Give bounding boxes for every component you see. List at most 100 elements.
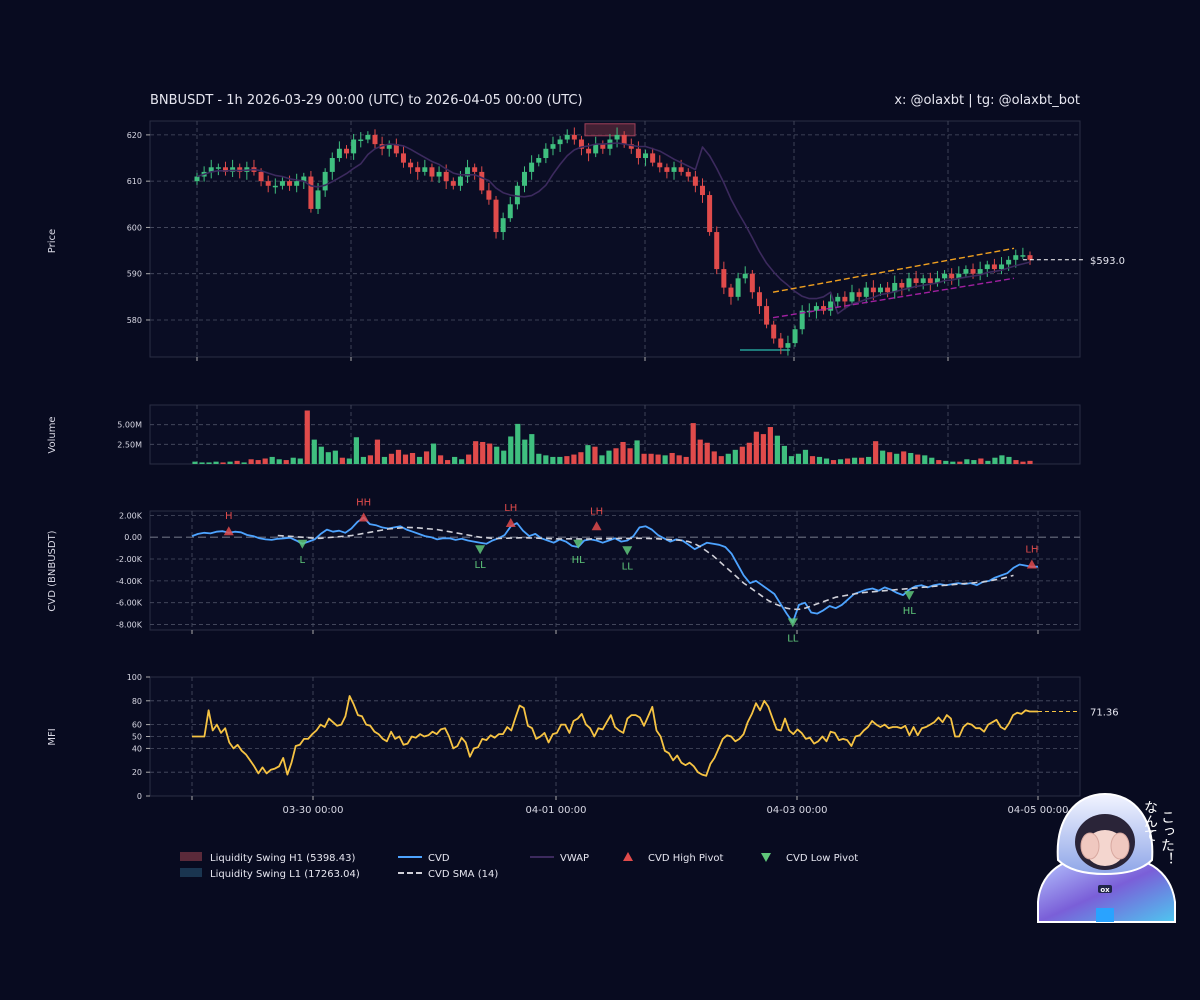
cvd-pivot-label: LL — [475, 560, 487, 571]
cvd-pivot-label: LH — [504, 503, 517, 514]
price-candle — [685, 171, 691, 177]
volume-bar — [922, 455, 928, 464]
cvd-sma-line — [277, 526, 1014, 611]
price-candle — [920, 278, 926, 283]
price-candle — [422, 167, 428, 172]
price-candle — [237, 167, 243, 172]
volume-bar — [978, 458, 984, 464]
price-candle — [643, 153, 649, 159]
price-candle — [778, 338, 784, 348]
volume-bar — [739, 446, 745, 464]
volume-bar — [985, 460, 991, 464]
volume-tick-label: 5.00M — [117, 421, 142, 430]
mfi-tick-label: 100 — [127, 673, 142, 682]
mfi-tick-label: 50 — [132, 733, 142, 742]
price-candle — [927, 278, 933, 283]
last-price-label: $593.0 — [1090, 256, 1125, 267]
volume-bar — [627, 448, 633, 464]
volume-tick-label: 2.50M — [117, 440, 142, 449]
mfi-last-value: 71.36 — [1090, 708, 1119, 719]
volume-bar — [830, 460, 837, 464]
volume-bar — [809, 456, 816, 464]
volume-bar — [711, 451, 717, 464]
price-candle — [408, 162, 414, 168]
mfi-axis-label: MFI — [47, 728, 58, 745]
price-candle — [707, 195, 713, 233]
legend-label: Liquidity Swing L1 (17263.04) — [210, 869, 360, 880]
volume-bar — [241, 462, 247, 464]
volume-bar — [536, 453, 542, 464]
volume-bar — [206, 462, 212, 464]
price-candle — [429, 167, 435, 177]
price-candle — [614, 134, 620, 140]
price-candle — [785, 343, 791, 348]
volume-bar — [599, 455, 605, 464]
price-candle — [742, 273, 748, 279]
price-candle — [699, 185, 705, 196]
price-candle — [215, 167, 221, 169]
price-candle — [657, 162, 663, 168]
volume-bar — [950, 461, 956, 464]
price-candle — [813, 306, 819, 311]
cvd-low-pivot-marker — [475, 545, 486, 555]
price-panel-frame — [149, 120, 1081, 358]
price-candle — [714, 232, 720, 270]
volume-bar — [269, 456, 275, 464]
price-candle — [358, 139, 364, 142]
volume-bar — [381, 456, 388, 464]
price-candle — [692, 176, 698, 186]
volume-bar — [851, 457, 858, 464]
volume-bar — [844, 458, 851, 464]
volume-bar — [494, 446, 500, 464]
volume-bar — [1006, 456, 1012, 464]
cvd-pivot-label: LL — [787, 633, 799, 644]
price-candle — [436, 171, 442, 177]
credit-text: x: @olaxbt | tg: @olaxbt_bot — [894, 93, 1080, 108]
price-candle — [856, 292, 862, 297]
volume-bar — [508, 436, 514, 464]
volume-bar — [634, 440, 640, 464]
price-candle — [493, 199, 499, 233]
mascot-sticker: ox — [1030, 790, 1180, 925]
price-candle — [799, 310, 805, 330]
volume-bar — [318, 446, 324, 464]
price-tick-label: 620 — [127, 131, 142, 140]
price-candle — [230, 167, 236, 172]
price-candle — [956, 273, 962, 279]
volume-bar — [332, 450, 338, 464]
price-candle — [628, 144, 634, 149]
volume-bar — [487, 443, 493, 464]
volume-bar — [255, 460, 261, 464]
cvd-pivot-label: LL — [622, 561, 634, 572]
mfi-line — [192, 695, 1038, 777]
cvd-low-pivot-marker — [904, 591, 915, 601]
cvd-high-pivot-marker — [223, 526, 234, 536]
price-candle — [749, 273, 755, 293]
volume-bar — [353, 437, 359, 464]
price-candle — [557, 139, 563, 145]
volume-bar — [402, 454, 409, 464]
volume-bar — [367, 455, 374, 464]
price-candle — [564, 134, 570, 140]
price-candle — [593, 144, 599, 154]
price-candle — [650, 153, 656, 163]
volume-bar — [662, 455, 668, 464]
volume-bar — [753, 431, 759, 464]
volume-bar — [718, 456, 724, 464]
cvd-pivot-label: LH — [590, 506, 603, 517]
price-candle — [842, 296, 848, 302]
price-candle — [479, 171, 485, 191]
price-candle — [771, 324, 777, 339]
volume-bar — [480, 441, 486, 464]
price-candle — [365, 134, 371, 140]
volume-bar — [262, 458, 268, 464]
price-candle — [1027, 255, 1033, 260]
volume-bar — [452, 456, 458, 464]
cvd-pivot-label: HH — [356, 498, 371, 509]
volume-bar — [802, 449, 809, 464]
trendline-upper — [772, 247, 1015, 293]
price-tick-label: 610 — [127, 177, 142, 186]
volume-bar — [746, 442, 752, 464]
price-candle — [835, 296, 841, 302]
